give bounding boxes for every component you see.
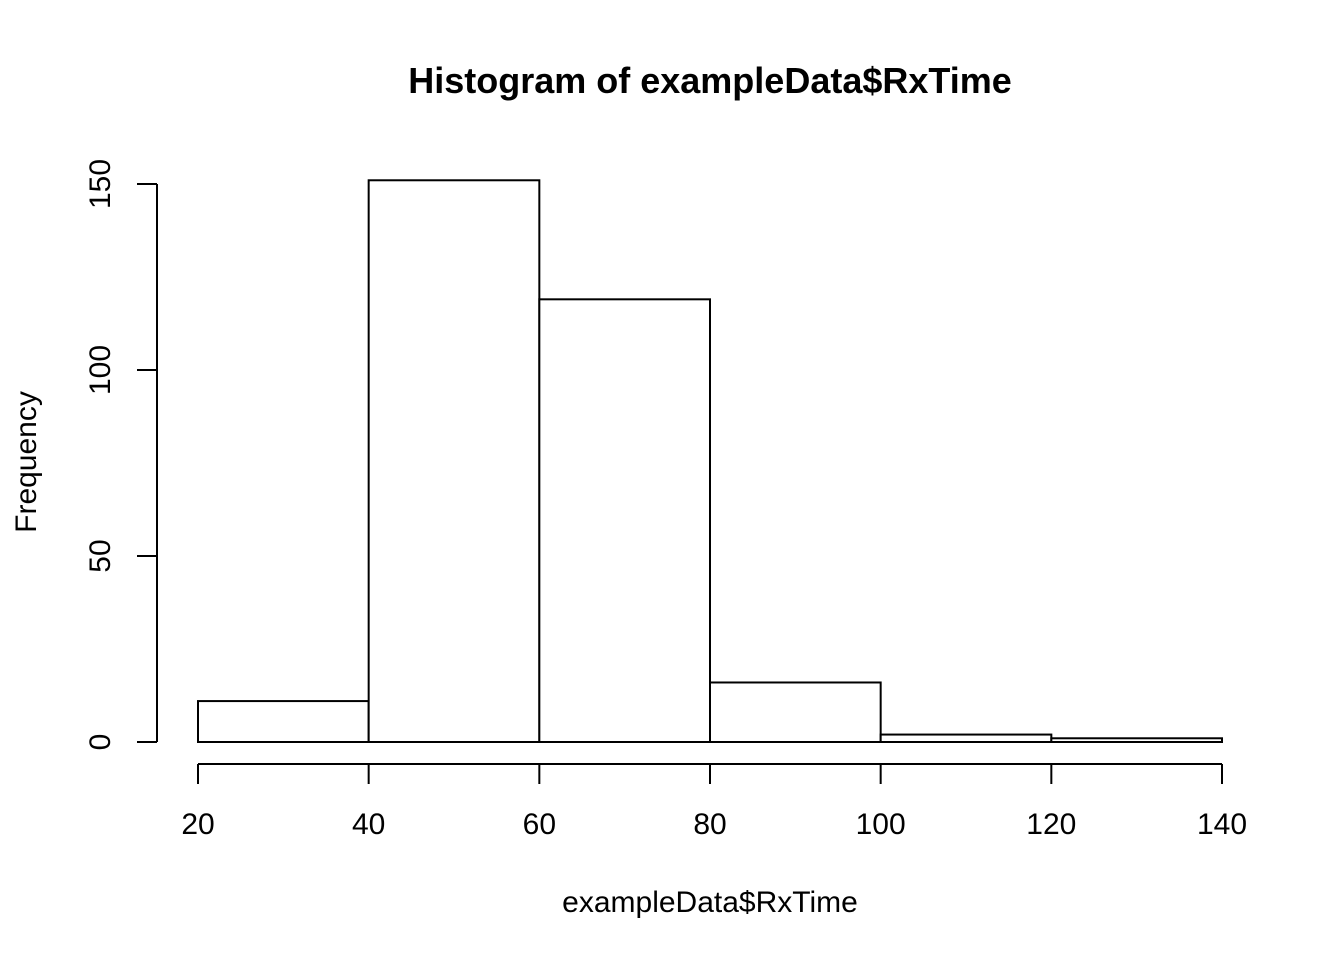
chart-title: Histogram of exampleData$RxTime [408,60,1012,101]
x-tick-label-120: 120 [1026,808,1076,841]
y-tick-label-150: 150 [84,159,117,209]
histogram-bar-60-80 [538,298,711,743]
x-axis-label: exampleData$RxTime [562,886,858,919]
x-tick-label-100: 100 [856,808,906,841]
x-tick-label-60: 60 [523,808,556,841]
x-tick-label-40: 40 [352,808,385,841]
bars-layer [197,179,1224,744]
y-axis-label: Frequency [10,391,43,533]
y-axis: 0 50 100 150 [84,159,158,751]
histogram-bar-120-140 [1050,737,1224,744]
x-axis: 20 40 60 80 100 120 140 [181,763,1247,841]
y-tick-label-50: 50 [84,539,117,572]
x-tick-label-80: 80 [693,808,726,841]
x-tick-label-140: 140 [1197,808,1247,841]
x-tick-label-20: 20 [181,808,214,841]
histogram-bar-20-40 [197,700,370,744]
y-tick-label-100: 100 [84,345,117,395]
histogram-bar-80-100 [709,681,882,743]
y-tick-label-0: 0 [84,734,117,751]
histogram-bar-100-120 [879,733,1053,743]
histogram-bar-40-60 [367,179,541,743]
